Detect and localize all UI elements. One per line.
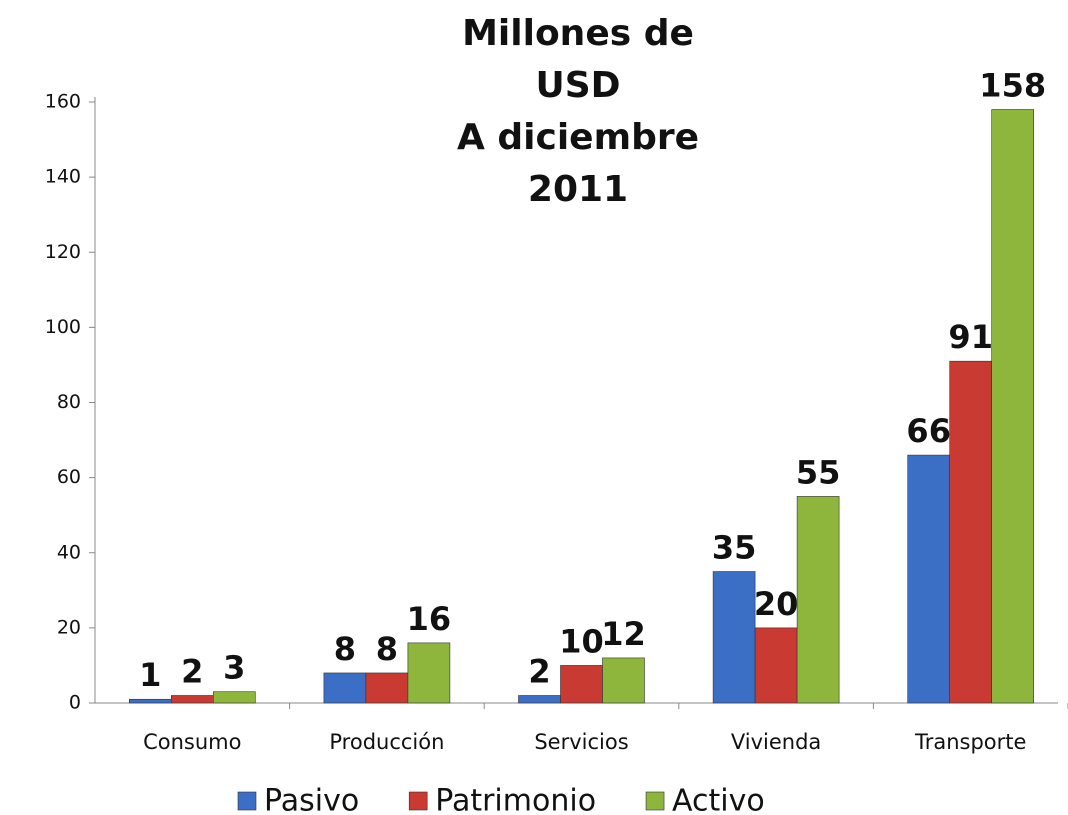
value-label: 16 <box>407 600 452 638</box>
y-tick-label: 20 <box>57 616 81 638</box>
value-label: 1 <box>139 656 161 694</box>
chart-title: USD <box>535 65 620 106</box>
y-tick-label: 140 <box>45 166 81 188</box>
value-label: 10 <box>559 622 604 660</box>
legend-label: Patrimonio <box>435 784 596 815</box>
bar <box>907 454 951 704</box>
bar <box>323 672 367 704</box>
x-tick-label: Vivienda <box>731 730 821 754</box>
y-tick-label: 100 <box>45 316 81 338</box>
value-label: 20 <box>754 585 799 623</box>
bar <box>518 695 561 704</box>
chart-title: 2011 <box>528 169 628 210</box>
x-tick-label: Servicios <box>534 730 628 754</box>
bar <box>949 360 993 704</box>
bar <box>991 109 1035 704</box>
y-tick-label: 0 <box>69 692 81 714</box>
bar <box>129 698 172 704</box>
bar <box>754 627 798 704</box>
bar <box>796 496 840 704</box>
value-label: 2 <box>181 652 203 690</box>
bar <box>560 665 603 704</box>
chart-title: Millones de <box>462 13 694 54</box>
value-label: 91 <box>948 318 993 356</box>
x-tick-label: Transporte <box>914 730 1026 754</box>
value-label: 12 <box>601 615 646 653</box>
bar <box>171 695 214 704</box>
y-tick-label: 80 <box>57 391 81 413</box>
y-tick-label: 160 <box>45 91 81 113</box>
value-label: 8 <box>334 630 356 668</box>
y-tick-label: 60 <box>57 466 81 488</box>
value-label: 66 <box>906 412 951 450</box>
legend-swatch <box>408 791 428 811</box>
value-label: 35 <box>712 529 757 567</box>
value-label: 158 <box>979 67 1046 105</box>
legend-label: Pasivo <box>264 784 359 815</box>
legend-swatch <box>645 791 665 811</box>
x-tick-label: Consumo <box>143 730 241 754</box>
bar <box>407 642 451 704</box>
value-label: 2 <box>528 652 550 690</box>
value-label: 55 <box>796 453 841 491</box>
legend-label: Activo <box>672 784 765 815</box>
chart-title: A diciembre <box>457 117 699 158</box>
bar <box>213 691 256 704</box>
value-label: 8 <box>376 630 398 668</box>
y-tick-label: 40 <box>57 541 81 563</box>
x-tick-label: Producción <box>329 730 444 754</box>
value-label: 3 <box>223 649 245 687</box>
bar <box>365 672 409 704</box>
y-tick-label: 120 <box>45 241 81 263</box>
bar <box>712 571 756 704</box>
bar <box>602 657 645 704</box>
legend-swatch <box>237 791 257 811</box>
